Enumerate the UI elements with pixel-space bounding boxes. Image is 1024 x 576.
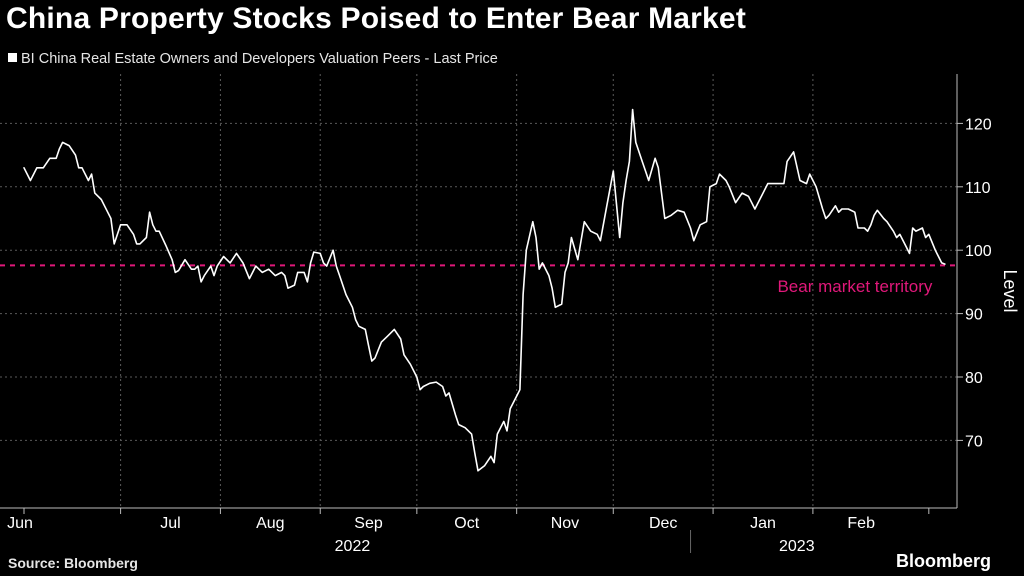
x-tick-label-dec: Dec [649, 515, 677, 532]
x-tick-label-jun: Jun [7, 515, 33, 532]
x-tick-label-aug: Aug [256, 515, 284, 532]
y-tick-label-90: 90 [965, 307, 983, 324]
x-tick-label-feb: Feb [847, 515, 875, 532]
source-note: Source: Bloomberg [8, 555, 138, 571]
y-axis-title: Level [1000, 269, 1020, 312]
chart-title: China Property Stocks Poised to Enter Be… [6, 2, 747, 35]
legend-label: BI China Real Estate Owners and Develope… [21, 51, 498, 67]
x-tick-label-oct: Oct [454, 515, 479, 532]
x-tick-label-sep: Sep [354, 515, 383, 532]
threshold-label: Bear market territory [777, 277, 932, 296]
x-tick-label-nov: Nov [551, 515, 579, 532]
legend-swatch-icon [8, 53, 17, 62]
x-tick-label-jan: Jan [750, 515, 776, 532]
bloomberg-logo: Bloomberg [896, 551, 992, 571]
y-tick-label-100: 100 [965, 243, 992, 260]
year-label-2022: 2022 [335, 538, 371, 555]
x-tick-label-jul: Jul [160, 515, 180, 532]
y-tick-label-80: 80 [965, 370, 983, 387]
year-label-2023: 2023 [779, 538, 815, 555]
series-line-0 [23, 108, 946, 472]
y-tick-label-110: 110 [965, 180, 991, 197]
legend: BI China Real Estate Owners and Develope… [8, 51, 498, 67]
y-tick-label-70: 70 [965, 433, 983, 450]
y-tick-label-120: 120 [965, 116, 992, 133]
